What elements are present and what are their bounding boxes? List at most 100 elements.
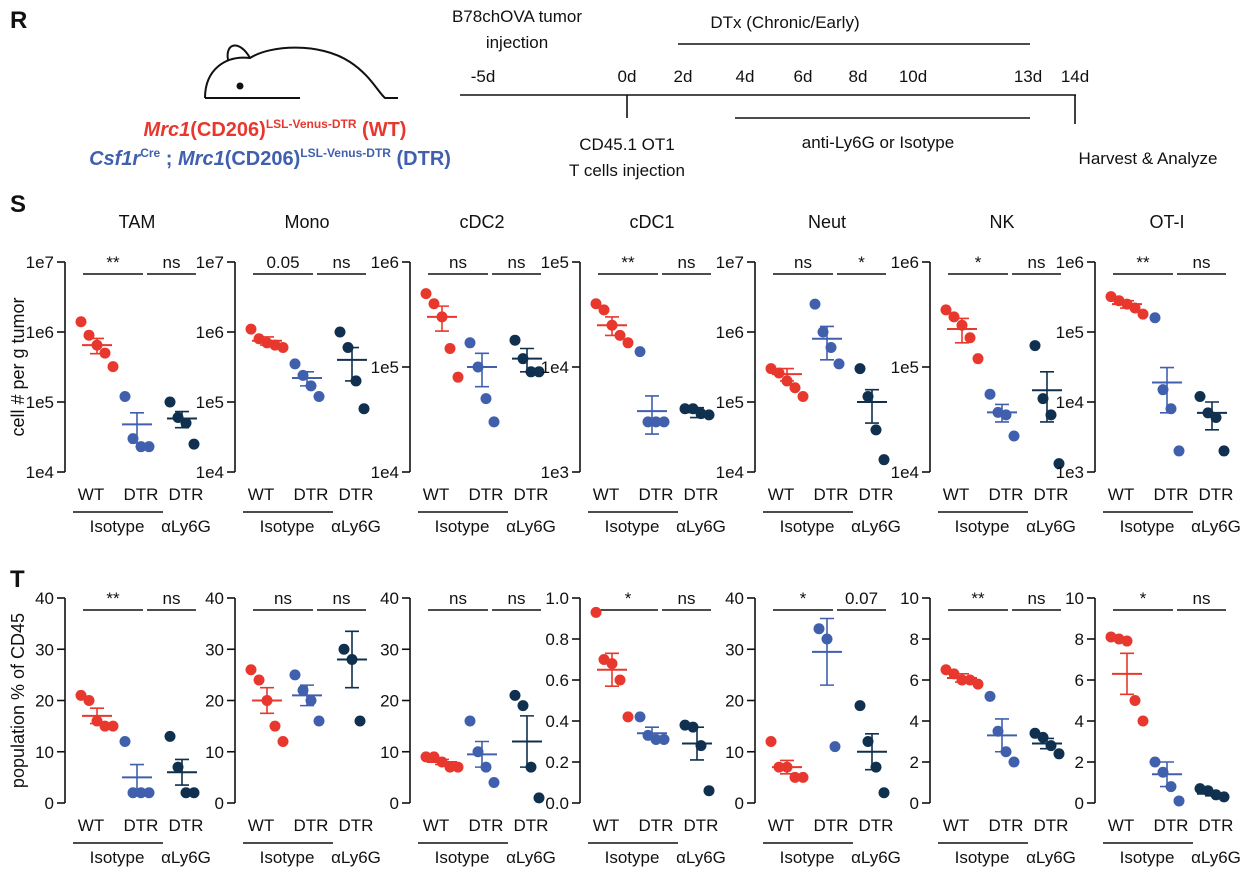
data-point: [854, 363, 866, 375]
data-point: [245, 664, 257, 676]
data-point: [1029, 340, 1041, 352]
error-bar: [345, 346, 359, 382]
y-tick-label: 10: [205, 743, 224, 762]
group-label: αLy6G: [1191, 517, 1241, 536]
group-label: Isotype: [90, 848, 145, 867]
y-tick-label: 0.6: [545, 671, 569, 690]
y-tick-label: 20: [380, 692, 399, 711]
error-bar: [475, 352, 489, 388]
x-tick-label: DTR: [294, 816, 329, 835]
y-tick-label: 0: [910, 794, 919, 813]
timeline-text: B78chOVA tumor: [452, 7, 582, 26]
y-tick-label: 6: [1075, 671, 1084, 690]
y-tick-label: 1e5: [371, 358, 399, 377]
data-point: [1129, 695, 1141, 706]
group-label: αLy6G: [676, 517, 726, 536]
group-label: αLy6G: [506, 517, 556, 536]
day-label: 4d: [736, 67, 755, 86]
x-tick-label: WT: [768, 485, 794, 504]
data-point: [773, 367, 785, 379]
data-point: [1053, 748, 1065, 760]
data-point: [180, 787, 192, 799]
y-tick-label: 0: [45, 794, 54, 813]
y-tick-label: 1e6: [26, 323, 54, 342]
data-point: [1129, 302, 1141, 314]
error-bar: [1205, 790, 1219, 797]
timeline-text: Harvest & Analyze: [1079, 149, 1218, 168]
y-tick-label: 1e7: [26, 253, 54, 272]
day-label: 10d: [899, 67, 927, 86]
significance-label: ns: [678, 253, 696, 272]
error-bar: [995, 718, 1009, 753]
data-point: [269, 720, 281, 732]
x-tick-label: WT: [1108, 485, 1134, 504]
data-point: [789, 771, 801, 783]
panel-label: R: [10, 7, 27, 34]
x-tick-label: WT: [943, 816, 969, 835]
group-label: αLy6G: [1026, 517, 1076, 536]
chart-title: Neut: [808, 212, 846, 232]
error-bar: [820, 325, 834, 361]
x-tick-label: DTR: [684, 816, 719, 835]
data-point: [1008, 430, 1020, 442]
timeline-text: DTx (Chronic/Early): [710, 13, 859, 32]
genotype-wt: Mrc1(CD206)LSL-Venus-DTR (WT): [144, 117, 407, 141]
y-tick-label: 40: [725, 589, 744, 608]
error-bar: [645, 395, 659, 435]
data-point: [833, 358, 845, 370]
y-tick-label: 0: [1075, 794, 1084, 813]
data-point: [464, 715, 476, 727]
data-point: [172, 412, 184, 424]
gene: Mrc1: [178, 148, 225, 170]
error-bar: [520, 347, 534, 373]
data-point: [119, 736, 131, 747]
error-bar: [780, 759, 794, 775]
group-label: Isotype: [780, 848, 835, 867]
y-tick-label: 2: [1075, 753, 1084, 772]
error-bar: [1040, 737, 1054, 750]
error-bar: [690, 726, 704, 761]
data-point: [358, 403, 370, 415]
data-point: [1210, 412, 1222, 424]
y-tick-label: 1e6: [371, 253, 399, 272]
data-point: [948, 311, 960, 323]
superscript: LSL-Venus-DTR: [266, 117, 357, 131]
x-tick-label: DTR: [989, 816, 1024, 835]
group-label: Isotype: [605, 848, 660, 867]
x-tick-label: DTR: [639, 485, 674, 504]
x-tick-label: DTR: [124, 485, 159, 504]
group-label: αLy6G: [331, 848, 381, 867]
error-bar: [260, 686, 274, 715]
error-bar: [955, 673, 969, 683]
group-label: Isotype: [1120, 517, 1175, 536]
chart-title: NK: [989, 212, 1014, 232]
error-bar: [645, 726, 659, 741]
data-point: [1008, 756, 1020, 768]
chart-title: Mono: [284, 212, 329, 232]
data-point: [948, 668, 960, 680]
data-point: [420, 288, 432, 300]
data-point: [964, 332, 976, 344]
data-point: [509, 689, 521, 701]
data-point: [829, 741, 841, 753]
timeline-text: anti-Ly6G or Isotype: [802, 133, 954, 152]
error-bar: [260, 336, 274, 346]
error-bar: [780, 367, 794, 382]
significance-label: **: [971, 589, 985, 608]
data-point: [765, 736, 777, 747]
error-bar: [300, 684, 314, 707]
x-tick-label: DTR: [814, 816, 849, 835]
data-point: [164, 730, 176, 742]
y-tick-label: 10: [35, 743, 54, 762]
data-point: [1149, 756, 1161, 768]
group-label: αLy6G: [676, 848, 726, 867]
data-point: [277, 736, 289, 747]
data-point: [334, 326, 346, 338]
superscript: LSL-Venus-DTR: [300, 146, 391, 160]
data-point: [590, 298, 602, 310]
x-tick-label: DTR: [684, 485, 719, 504]
y-tick-label: 30: [205, 640, 224, 659]
y-tick-label: 20: [725, 692, 744, 711]
data-point: [658, 733, 670, 745]
y-tick-label: 0.2: [545, 753, 569, 772]
